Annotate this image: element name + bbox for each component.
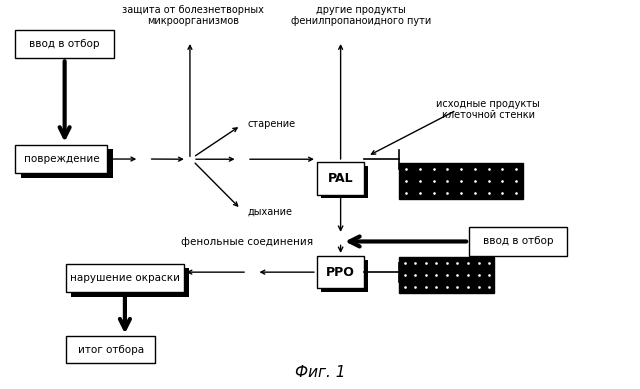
- Bar: [399, 163, 523, 199]
- Bar: [321, 166, 368, 198]
- Text: PPO: PPO: [326, 266, 355, 279]
- Text: итог отбора: итог отбора: [77, 345, 144, 355]
- Bar: [317, 256, 364, 289]
- Bar: [15, 145, 108, 173]
- Text: фенольные соединения: фенольные соединения: [181, 237, 313, 247]
- Text: дыхание: дыхание: [247, 207, 292, 217]
- Text: ввод в отбор: ввод в отбор: [29, 39, 100, 49]
- Bar: [469, 227, 568, 256]
- Bar: [321, 260, 368, 292]
- Text: ввод в отбор: ввод в отбор: [483, 237, 554, 247]
- Text: Фиг. 1: Фиг. 1: [295, 366, 345, 380]
- Bar: [71, 268, 189, 297]
- Bar: [66, 336, 155, 363]
- Text: защита от болезнетворных
микроорганизмов: защита от болезнетворных микроорганизмов: [122, 5, 264, 26]
- Bar: [66, 263, 184, 292]
- Text: исходные продукты
клеточной стенки: исходные продукты клеточной стенки: [436, 99, 540, 120]
- Text: нарушение окраски: нарушение окраски: [70, 273, 180, 283]
- Text: повреждение: повреждение: [24, 154, 99, 164]
- Bar: [399, 257, 495, 293]
- Text: PAL: PAL: [328, 172, 353, 185]
- Text: другие продукты
фенилпропаноидного пути: другие продукты фенилпропаноидного пути: [291, 5, 431, 26]
- Bar: [317, 162, 364, 194]
- Bar: [15, 30, 114, 58]
- Bar: [20, 149, 113, 178]
- Text: старение: старение: [247, 119, 295, 128]
